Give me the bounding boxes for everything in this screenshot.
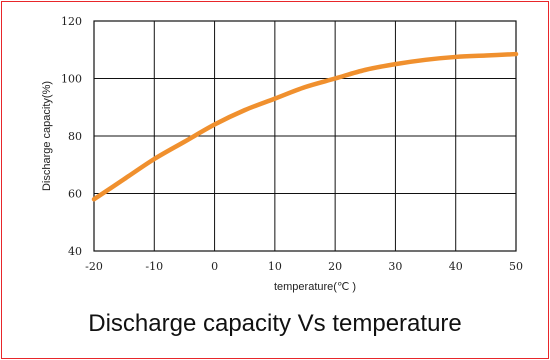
series-line [91, 51, 519, 202]
x-tick-label: -20 [85, 260, 103, 273]
chart-title: Discharge capacity Vs temperature [88, 310, 462, 337]
x-tick-label: -10 [145, 260, 163, 273]
y-axis-label: Discharge capacity(%) [41, 81, 53, 191]
x-tick-label: 0 [211, 260, 218, 273]
x-tick-label: 20 [328, 260, 342, 273]
y-tick-label: 100 [61, 73, 82, 86]
plot-border [93, 20, 517, 252]
x-tick-label: 10 [268, 260, 282, 273]
x-tick-label: 50 [509, 260, 523, 273]
y-tick-label: 120 [61, 15, 82, 28]
y-tick-label: 80 [68, 130, 82, 143]
x-tick-labels: -20 -10 0 10 20 30 40 50 [85, 260, 523, 273]
y-tick-labels: 40 60 80 100 120 [61, 15, 82, 258]
y-tick-label: 60 [68, 188, 82, 201]
y-tick-label: 40 [68, 245, 82, 258]
x-tick-label: 30 [388, 260, 402, 273]
grid [93, 20, 517, 252]
x-axis-label: temperature(℃ ) [274, 281, 356, 293]
series-layer [91, 51, 519, 202]
x-tick-label: 40 [449, 260, 463, 273]
